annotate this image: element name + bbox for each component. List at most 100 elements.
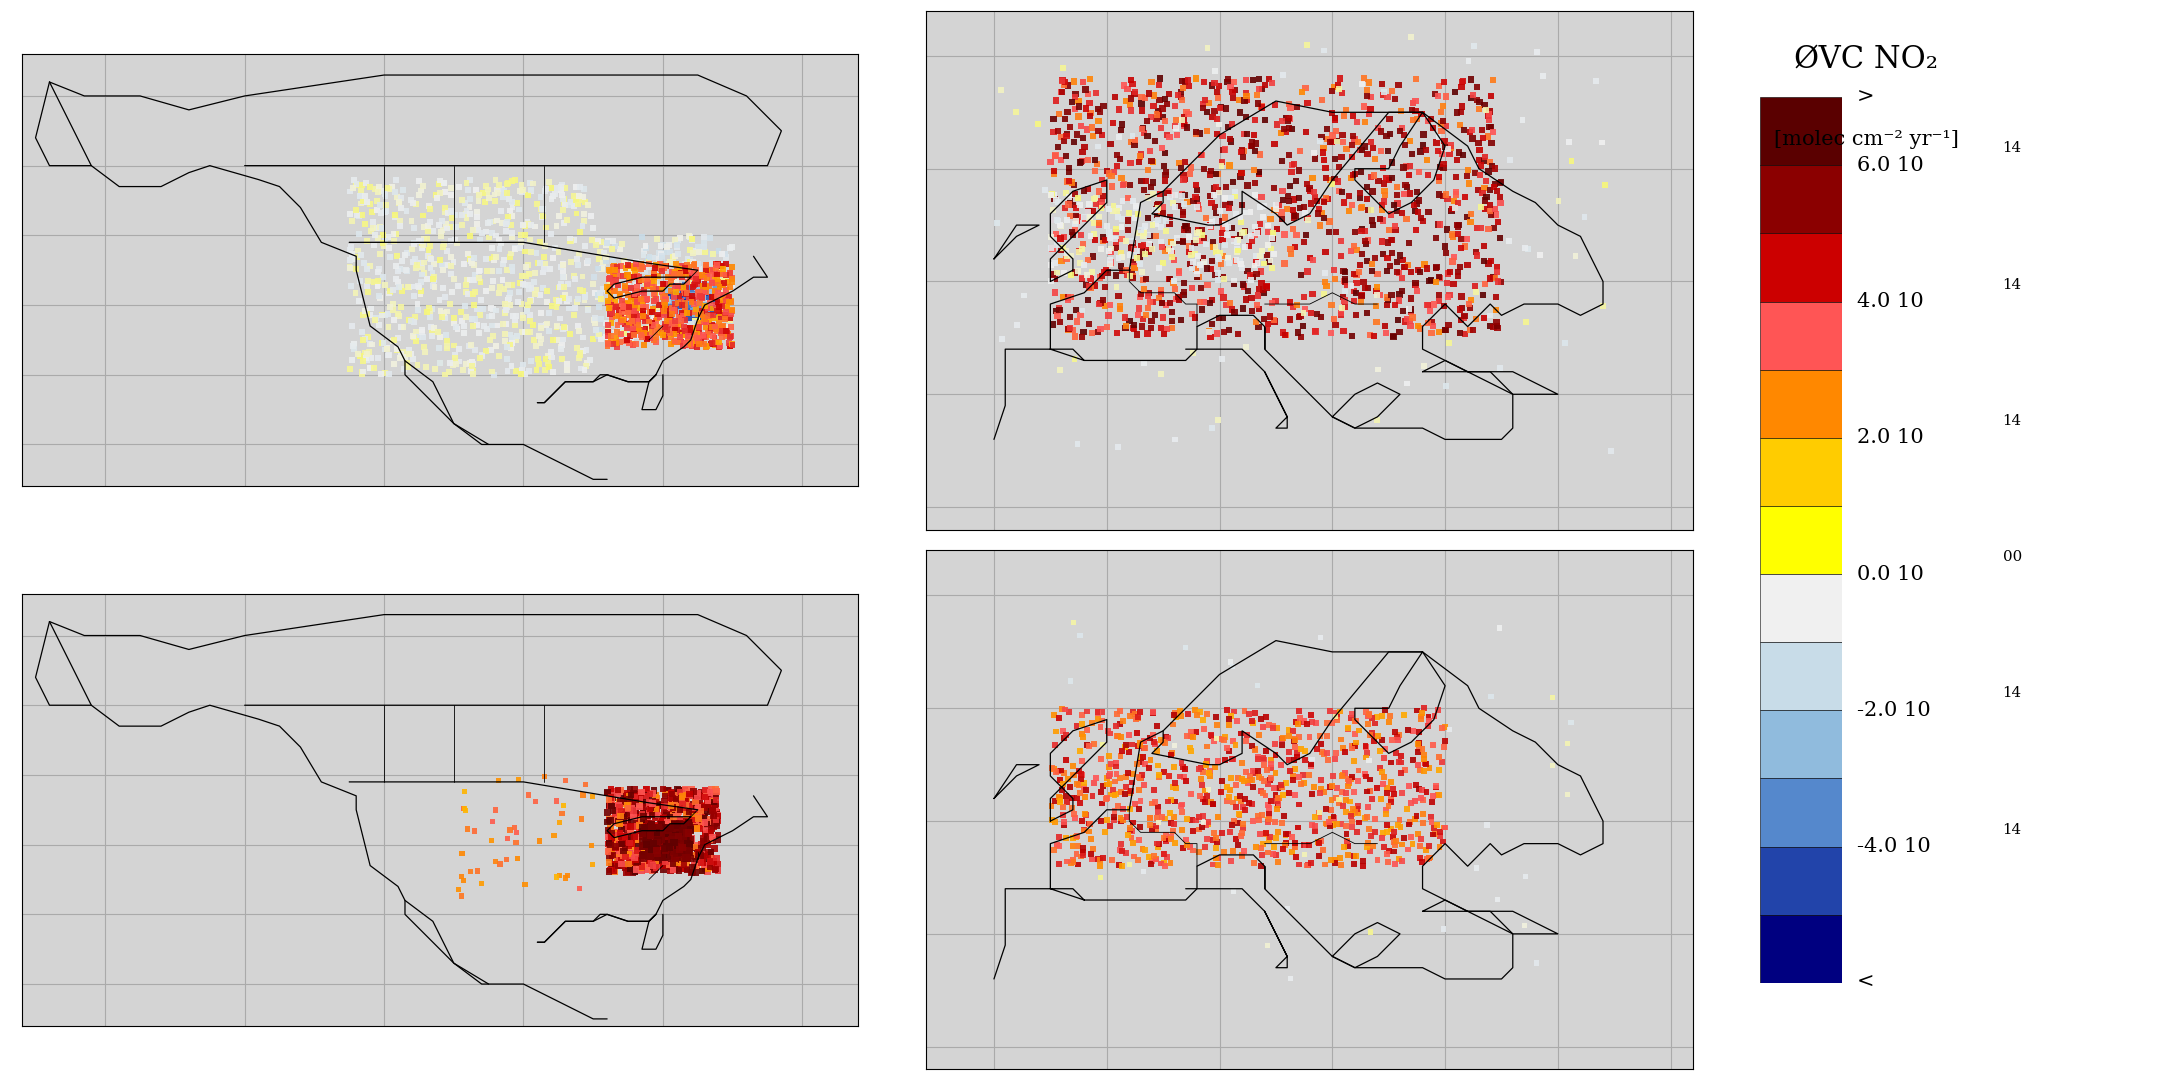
Point (1069, 703, 1104, 720)
Point (1436, 275, 1471, 293)
Point (402, 187, 436, 204)
Point (372, 346, 406, 363)
Point (590, 323, 624, 340)
Point (1067, 323, 1102, 340)
Point (665, 796, 700, 813)
Point (633, 831, 667, 848)
Point (680, 798, 715, 815)
Point (1236, 133, 1270, 150)
Point (1389, 375, 1423, 392)
Point (534, 190, 568, 207)
Point (1192, 781, 1227, 798)
Point (1268, 226, 1302, 243)
Point (350, 284, 384, 301)
Point (1309, 815, 1344, 833)
Point (680, 319, 715, 336)
Point (441, 234, 475, 252)
Text: 2.0 10: 2.0 10 (1858, 429, 1929, 447)
Point (473, 214, 508, 231)
Point (1093, 200, 1128, 217)
Point (683, 818, 717, 835)
Point (1337, 738, 1372, 755)
Point (1318, 310, 1352, 327)
Point (639, 819, 674, 836)
Point (1356, 150, 1391, 167)
Point (1089, 769, 1123, 786)
Point (665, 305, 700, 322)
Point (1074, 105, 1108, 122)
Point (445, 312, 480, 329)
Point (1421, 761, 1456, 779)
Point (687, 274, 721, 292)
Point (1408, 141, 1443, 159)
Point (372, 239, 406, 256)
Point (661, 850, 696, 867)
Point (1061, 435, 1095, 453)
Point (1173, 724, 1207, 741)
Point (1313, 810, 1348, 827)
Point (1236, 778, 1270, 795)
Bar (1760, 369, 1842, 437)
Point (626, 259, 661, 276)
Point (1473, 103, 1508, 120)
Point (661, 300, 696, 318)
Point (713, 337, 747, 354)
Point (510, 214, 544, 231)
Point (598, 855, 633, 873)
Point (454, 228, 488, 245)
Point (1218, 252, 1253, 269)
Point (1272, 727, 1307, 744)
Point (389, 262, 423, 280)
Point (1346, 858, 1380, 875)
Point (1410, 260, 1445, 278)
Point (665, 846, 700, 863)
Point (1328, 744, 1363, 761)
Point (626, 783, 661, 800)
Point (1350, 81, 1385, 98)
Point (363, 218, 397, 235)
Point (685, 288, 719, 306)
Point (512, 362, 546, 379)
Point (1108, 845, 1143, 862)
Point (1084, 200, 1119, 217)
Point (624, 796, 659, 813)
Point (1326, 273, 1361, 291)
Point (1134, 312, 1169, 329)
Point (672, 309, 706, 326)
Point (1171, 811, 1205, 828)
Point (1469, 172, 1503, 189)
Point (458, 283, 492, 300)
Point (670, 305, 704, 322)
Point (663, 784, 698, 801)
Point (1136, 848, 1171, 865)
Point (654, 821, 689, 838)
Point (1179, 231, 1214, 248)
Point (654, 248, 689, 266)
Point (626, 818, 661, 835)
Point (1480, 319, 1514, 336)
Point (1173, 228, 1207, 245)
Point (1251, 775, 1285, 793)
Point (1149, 95, 1184, 112)
Point (568, 775, 603, 793)
Point (700, 257, 734, 274)
Point (1292, 180, 1326, 198)
Point (650, 291, 685, 308)
Point (430, 337, 464, 354)
Point (1406, 741, 1441, 758)
Point (1061, 838, 1095, 855)
Point (1201, 165, 1236, 183)
Point (1261, 789, 1296, 807)
Point (661, 316, 696, 334)
Point (1315, 715, 1350, 732)
Point (624, 302, 659, 320)
Point (374, 283, 408, 300)
Point (642, 818, 676, 835)
Point (631, 291, 665, 308)
Point (1134, 241, 1169, 258)
Point (1132, 284, 1166, 301)
Point (1315, 816, 1350, 834)
Point (633, 313, 667, 330)
Point (1169, 772, 1203, 789)
Point (410, 303, 445, 321)
